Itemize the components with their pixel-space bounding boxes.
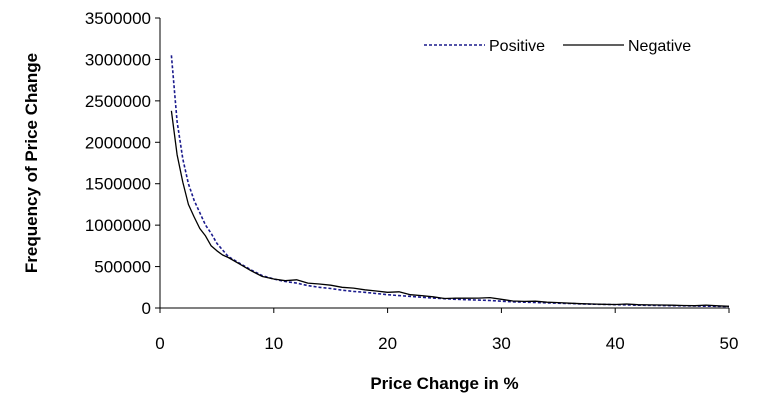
series-line-negative: [170, 110, 730, 307]
x-tick-label: 0: [155, 334, 164, 353]
y-tick-label: 3000000: [85, 50, 151, 69]
series-layer: [170, 55, 730, 308]
x-tick-label: 40: [606, 334, 625, 353]
y-tick-label: 3500000: [85, 9, 151, 28]
series-line-positive: [170, 55, 730, 308]
y-tick-label: 1000000: [85, 216, 151, 235]
x-tick-label: 10: [264, 334, 283, 353]
legend-label-negative: Negative: [628, 38, 691, 55]
x-tick-label: 20: [378, 334, 397, 353]
x-tick-label: 30: [492, 334, 511, 353]
y-axis-ticks: 0 500000 1000000 1500000 2000000 2500000 30000…: [85, 9, 160, 318]
y-tick-label: 0: [142, 299, 151, 318]
x-axis-ticks: 0 10 20 30 40 50: [155, 308, 738, 353]
y-tick-label: 2500000: [85, 92, 151, 111]
x-tick-label: 50: [720, 334, 739, 353]
y-tick-label: 500000: [94, 258, 151, 277]
y-axis-title: Frequency of Price Change: [22, 53, 41, 273]
legend-label-positive: Positive: [489, 38, 545, 55]
x-axis-title: Price Change in %: [370, 374, 518, 393]
y-tick-label: 1500000: [85, 175, 151, 194]
legend: Positive Negative: [424, 38, 691, 55]
y-tick-label: 2000000: [85, 133, 151, 152]
